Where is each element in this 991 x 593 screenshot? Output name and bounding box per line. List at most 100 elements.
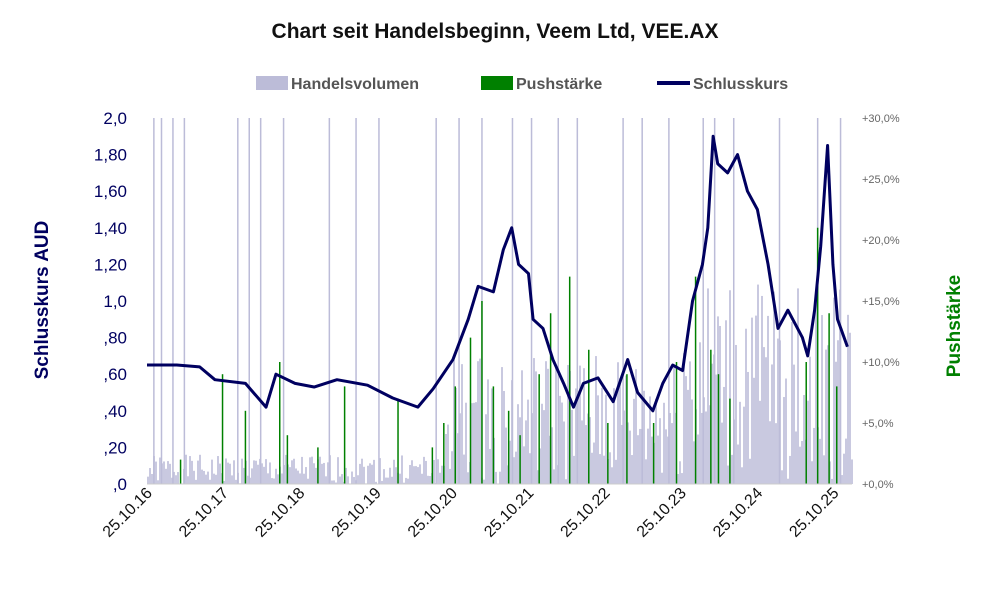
volume-bar (205, 474, 207, 484)
volume-bar (633, 398, 635, 484)
volume-bar (225, 458, 227, 484)
volume-bar (193, 470, 195, 484)
volume-bar (573, 455, 575, 484)
legend-swatch-push (481, 76, 513, 90)
volume-bar (649, 396, 651, 484)
x-tick-label: 25.10.24 (710, 485, 766, 541)
volume-bar (843, 453, 845, 484)
volume-bar (729, 290, 731, 484)
volume-bar (541, 403, 543, 484)
volume-bar (743, 406, 745, 484)
x-tick-label: 25.10.20 (405, 485, 461, 541)
volume-bar (195, 479, 197, 484)
volume-bar (461, 364, 463, 484)
volume-bar (745, 328, 747, 484)
volume-bar (829, 461, 831, 484)
x-tick-label: 25.10.17 (176, 485, 232, 541)
volume-bar (589, 417, 591, 484)
volume-bar (777, 338, 779, 484)
volume-bar (661, 472, 663, 484)
volume-bar (771, 364, 773, 484)
volume-bar (847, 314, 849, 484)
volume-bar (223, 480, 225, 484)
volume-bar (333, 480, 335, 484)
volume-bar (191, 460, 193, 484)
volume-bar (213, 473, 215, 484)
volume-bar (809, 356, 811, 484)
volume-bar (437, 459, 439, 484)
y-axis-label: Schlusskurs AUD (32, 221, 53, 380)
volume-bar (235, 479, 237, 484)
volume-bar (321, 463, 323, 484)
volume-bar (257, 464, 259, 484)
volume-bar (797, 288, 799, 484)
x-tick-label: 25.10.23 (634, 485, 690, 541)
volume-bar (173, 471, 175, 484)
volume-bar (785, 378, 787, 484)
volume-bar (597, 395, 599, 484)
volume-bar (703, 397, 705, 484)
volume-bar (489, 448, 491, 484)
y-tick-label: ,0 (113, 475, 127, 494)
volume-bar (151, 473, 153, 484)
volume-bar (185, 454, 187, 484)
volume-bar (501, 367, 503, 484)
volume-bar (433, 460, 435, 484)
volume-bar (697, 434, 699, 484)
volume-bar (819, 438, 821, 484)
volume-bar (387, 477, 389, 484)
volume-bar (465, 402, 467, 484)
volume-bar (609, 452, 611, 484)
volume-bar (583, 368, 585, 484)
volume-bar (679, 461, 681, 484)
volume-bar (801, 441, 803, 484)
volume-bar (833, 297, 835, 484)
volume-bar (815, 290, 817, 484)
volume-bar (409, 464, 411, 484)
volume-bar (233, 460, 235, 484)
volume-bar (763, 347, 765, 484)
volume-bar (477, 361, 479, 484)
volume-bar (267, 473, 269, 484)
volume-bar (363, 466, 365, 484)
volume-bar (399, 473, 401, 484)
volume-bar (275, 468, 277, 484)
y-tick-label: ,80 (103, 329, 127, 348)
y2-axis-label: Pushstärke (944, 275, 965, 377)
volume-bar (773, 291, 775, 484)
volume-bar (361, 458, 363, 484)
volume-bar (659, 418, 661, 484)
volume-bar (783, 397, 785, 484)
volume-bar (227, 462, 229, 484)
volume-bar (669, 413, 671, 484)
volume-bar (595, 356, 597, 484)
x-tick-label: 25.10.18 (252, 485, 308, 541)
volume-bar (427, 475, 429, 484)
volume-bar (255, 460, 257, 484)
x-tick-label: 25.10.21 (481, 485, 537, 541)
volume-bar (315, 467, 317, 484)
volume-bar (525, 420, 527, 484)
volume-bar (711, 363, 713, 484)
volume-bar (323, 462, 325, 484)
legend: Handelsvolumen Pushstärke Schlusskurs (256, 76, 788, 93)
y2-tick-label: +10,0% (862, 357, 900, 369)
volume-bar (491, 388, 493, 484)
volume-bar (643, 390, 645, 484)
volume-bar (383, 469, 385, 484)
volume-bar (567, 365, 569, 484)
volume-bar (175, 475, 177, 484)
volume-bar (149, 468, 151, 484)
volume-bar (335, 482, 337, 484)
volume-bar (201, 469, 203, 484)
volume-bar (543, 410, 545, 484)
volume-bar (319, 456, 321, 484)
volume-bar (473, 402, 475, 484)
volume-bar (379, 458, 381, 484)
volume-bar (671, 423, 673, 484)
volume-bar (163, 461, 165, 484)
volume-bar (373, 459, 375, 484)
volume-bar (389, 467, 391, 484)
volume-bar (687, 389, 689, 484)
